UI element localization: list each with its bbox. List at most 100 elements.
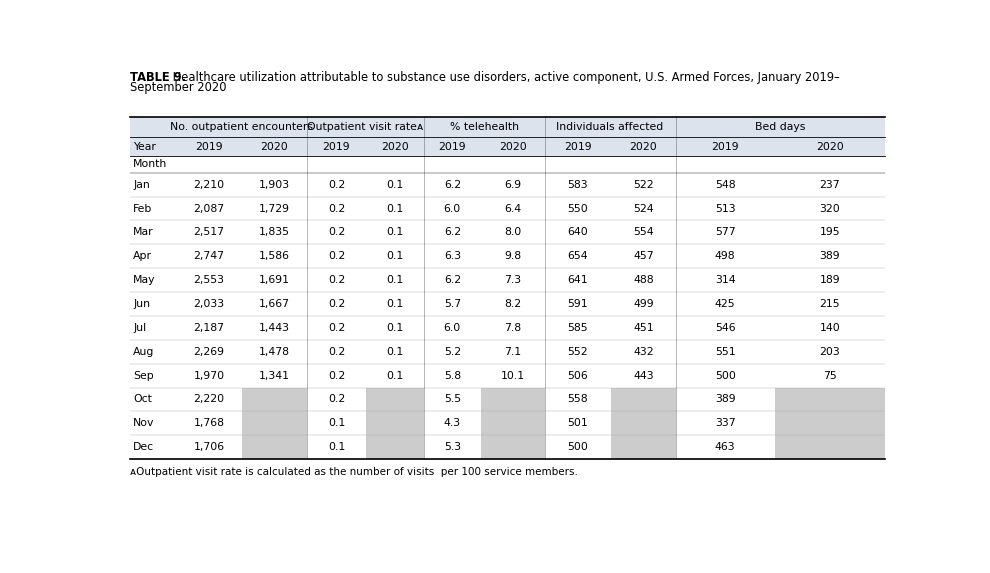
Text: 2020: 2020 — [499, 142, 527, 151]
Text: 451: 451 — [633, 323, 653, 333]
Text: 6.9: 6.9 — [504, 180, 522, 190]
Text: Jan: Jan — [133, 180, 149, 190]
Bar — [775, 387, 885, 411]
Text: 425: 425 — [715, 299, 736, 309]
Text: 2019: 2019 — [323, 142, 350, 151]
Text: 640: 640 — [567, 227, 588, 237]
Text: % telehealth: % telehealth — [449, 122, 519, 132]
Text: Dec: Dec — [133, 442, 154, 452]
Text: Year: Year — [133, 142, 156, 151]
Text: 443: 443 — [633, 371, 653, 380]
Text: 2,210: 2,210 — [193, 180, 225, 190]
Text: 2020: 2020 — [381, 142, 409, 151]
Bar — [611, 411, 675, 435]
Text: ᴀOutpatient visit rate is calculated as the number of visits  per 100 service me: ᴀOutpatient visit rate is calculated as … — [130, 467, 578, 477]
Bar — [130, 117, 885, 138]
Text: 8.2: 8.2 — [504, 299, 522, 309]
Text: 2,220: 2,220 — [193, 394, 225, 405]
Text: 2,087: 2,087 — [193, 203, 225, 214]
Text: 389: 389 — [820, 251, 841, 261]
Text: Apr: Apr — [133, 251, 152, 261]
Text: 1,970: 1,970 — [193, 371, 225, 380]
Text: 654: 654 — [567, 251, 588, 261]
Text: 500: 500 — [715, 371, 736, 380]
Text: 524: 524 — [633, 203, 653, 214]
Text: 1,478: 1,478 — [259, 347, 290, 357]
Text: 550: 550 — [567, 203, 588, 214]
Bar — [611, 387, 675, 411]
Text: 432: 432 — [633, 347, 653, 357]
Text: 314: 314 — [715, 275, 736, 285]
Text: 554: 554 — [633, 227, 653, 237]
Text: 6.0: 6.0 — [444, 203, 461, 214]
Text: 1,768: 1,768 — [193, 418, 225, 429]
Text: 0.1: 0.1 — [328, 442, 346, 452]
Text: 0.1: 0.1 — [386, 227, 403, 237]
Text: 498: 498 — [715, 251, 736, 261]
Text: 1,443: 1,443 — [259, 323, 290, 333]
Text: 2,747: 2,747 — [193, 251, 225, 261]
Text: 389: 389 — [715, 394, 736, 405]
Text: 513: 513 — [715, 203, 736, 214]
Text: 1,729: 1,729 — [259, 203, 290, 214]
Text: 6.2: 6.2 — [444, 275, 461, 285]
Text: 5.8: 5.8 — [444, 371, 461, 380]
Bar — [242, 435, 308, 459]
Text: September 2020: September 2020 — [130, 81, 227, 94]
Text: 506: 506 — [567, 371, 588, 380]
Bar — [611, 435, 675, 459]
Text: 6.3: 6.3 — [444, 251, 461, 261]
Text: 5.3: 5.3 — [444, 442, 461, 452]
Text: 501: 501 — [567, 418, 588, 429]
Text: 0.1: 0.1 — [386, 371, 403, 380]
Text: 0.2: 0.2 — [328, 227, 346, 237]
Text: 0.1: 0.1 — [386, 323, 403, 333]
Text: 551: 551 — [715, 347, 736, 357]
Text: Aug: Aug — [133, 347, 154, 357]
Text: 215: 215 — [820, 299, 841, 309]
Text: 5.2: 5.2 — [444, 347, 461, 357]
Text: 1,691: 1,691 — [259, 275, 290, 285]
Text: Individuals affected: Individuals affected — [556, 122, 663, 132]
Text: 7.3: 7.3 — [504, 275, 522, 285]
Text: 0.2: 0.2 — [328, 394, 346, 405]
Text: Sep: Sep — [133, 371, 153, 380]
Text: Healthcare utilization attributable to substance use disorders, active component: Healthcare utilization attributable to s… — [168, 71, 840, 84]
Text: 500: 500 — [567, 442, 588, 452]
Text: 0.2: 0.2 — [328, 180, 346, 190]
Text: 0.1: 0.1 — [328, 418, 346, 429]
Bar — [481, 387, 544, 411]
Text: 2019: 2019 — [195, 142, 223, 151]
Text: TABLE 9.: TABLE 9. — [130, 71, 186, 84]
Text: Oct: Oct — [133, 394, 151, 405]
Text: 577: 577 — [715, 227, 736, 237]
Text: 2020: 2020 — [630, 142, 657, 151]
Text: 5.5: 5.5 — [444, 394, 461, 405]
Text: 2019: 2019 — [712, 142, 739, 151]
Bar — [130, 138, 885, 156]
Text: 558: 558 — [567, 394, 588, 405]
Text: 7.8: 7.8 — [504, 323, 522, 333]
Text: 2,553: 2,553 — [193, 275, 225, 285]
Text: 0.2: 0.2 — [328, 347, 346, 357]
Text: Nov: Nov — [133, 418, 154, 429]
Text: 1,586: 1,586 — [259, 251, 290, 261]
Bar — [481, 435, 544, 459]
Bar — [365, 411, 424, 435]
Text: 2,033: 2,033 — [193, 299, 225, 309]
Bar — [365, 387, 424, 411]
Text: 9.8: 9.8 — [504, 251, 522, 261]
Text: 7.1: 7.1 — [504, 347, 522, 357]
Bar — [775, 411, 885, 435]
Text: Jul: Jul — [133, 323, 147, 333]
Text: 0.2: 0.2 — [328, 323, 346, 333]
Text: Outpatient visit rateᴀ: Outpatient visit rateᴀ — [308, 122, 424, 132]
Text: 488: 488 — [633, 275, 653, 285]
Text: 1,706: 1,706 — [193, 442, 225, 452]
Text: 1,667: 1,667 — [259, 299, 290, 309]
Text: 2020: 2020 — [260, 142, 288, 151]
Bar — [242, 387, 308, 411]
Text: 583: 583 — [567, 180, 588, 190]
Text: 0.1: 0.1 — [386, 299, 403, 309]
Text: 2020: 2020 — [816, 142, 843, 151]
